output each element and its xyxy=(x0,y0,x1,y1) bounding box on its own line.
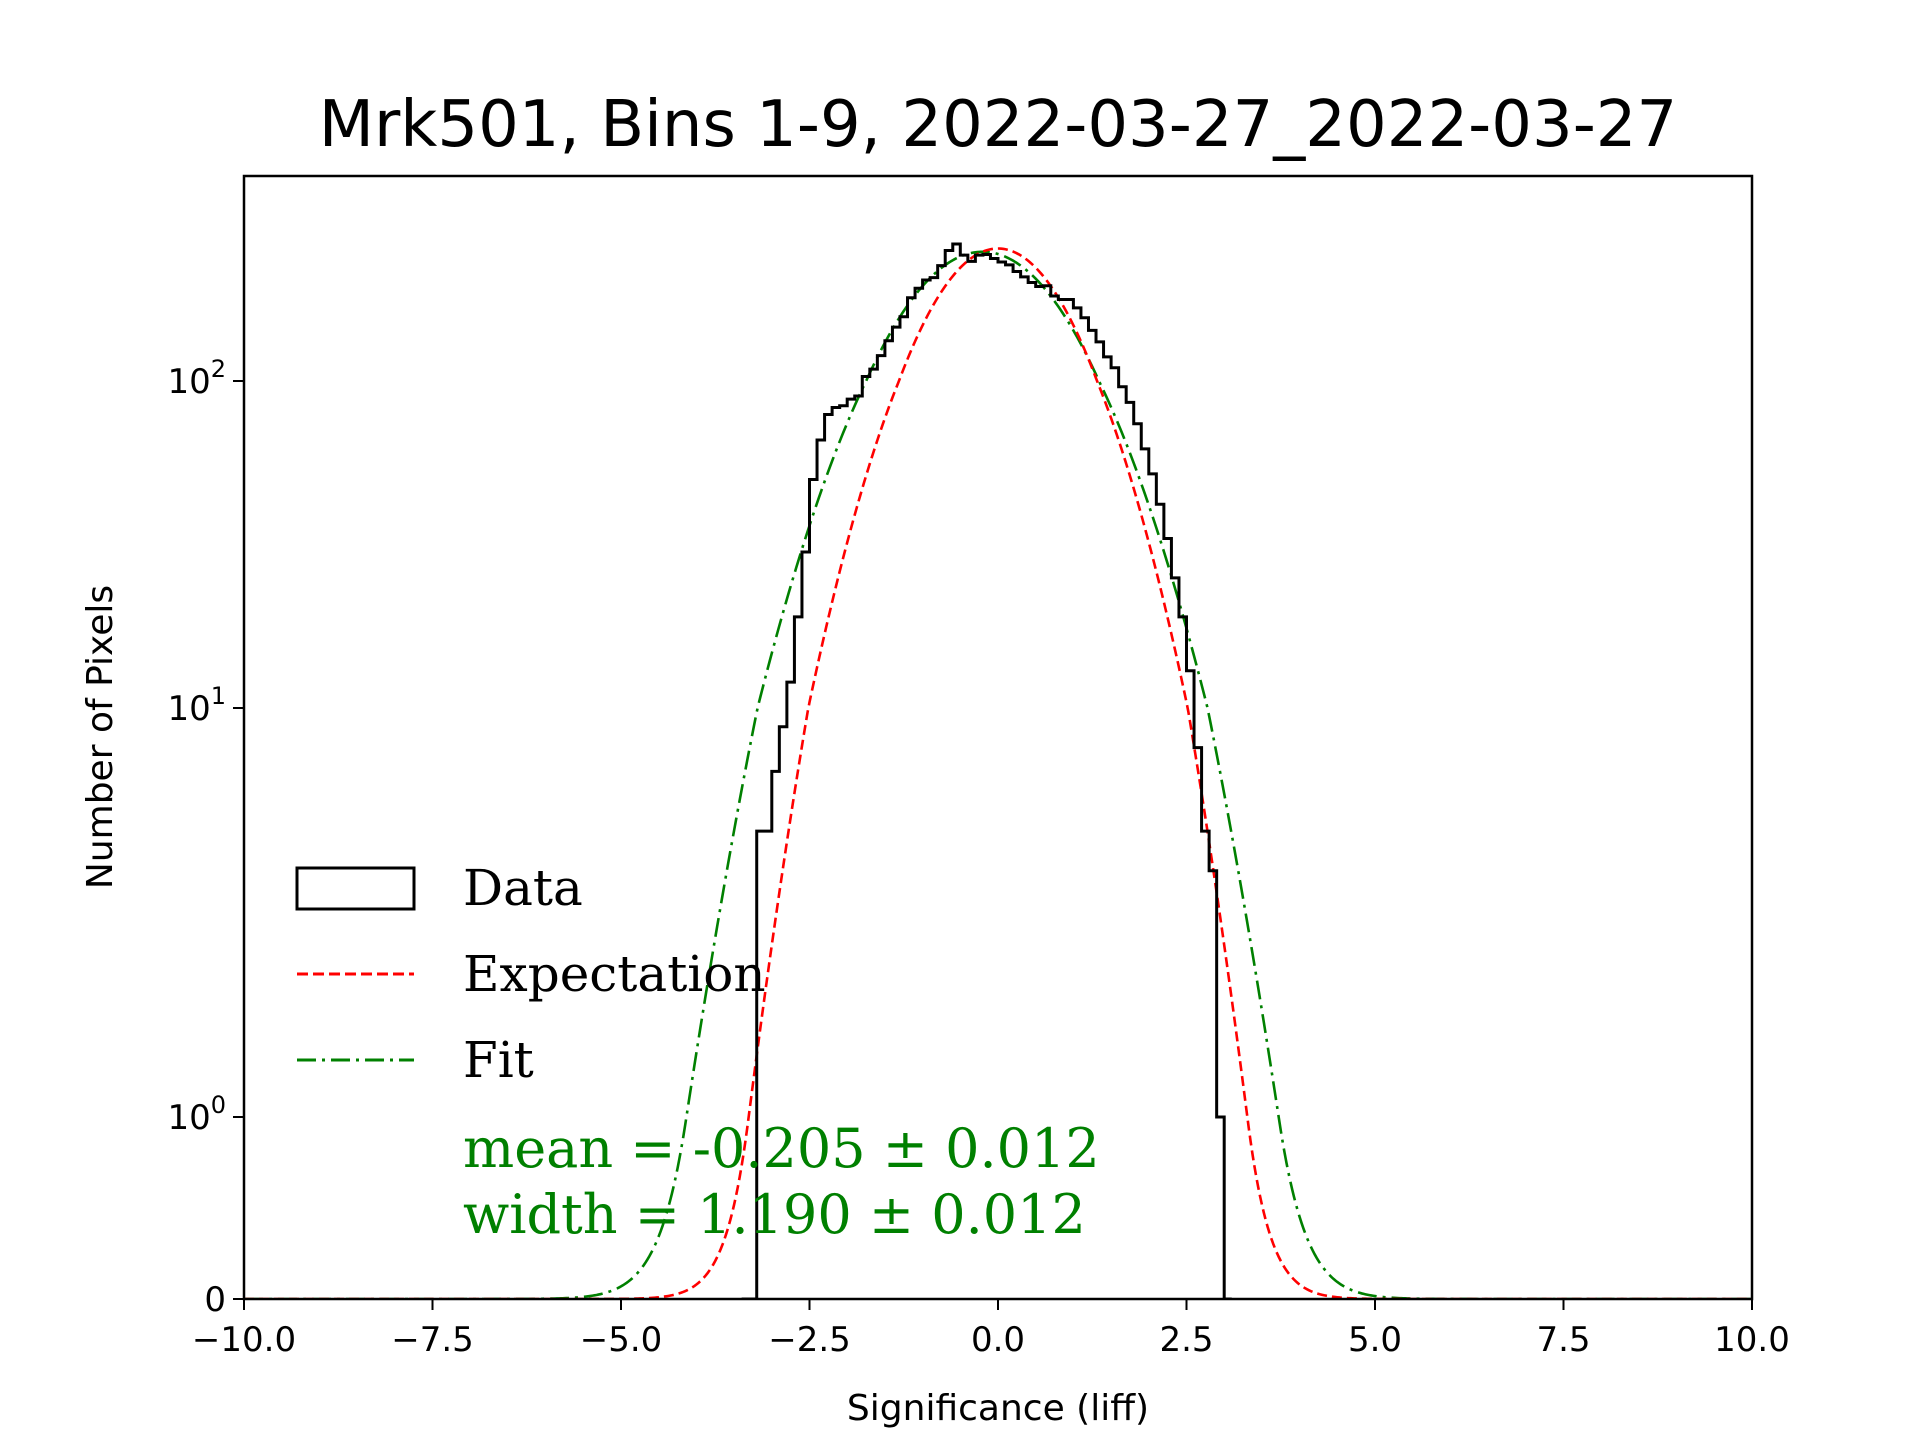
x-tick-label: −2.5 xyxy=(768,1320,851,1360)
histogram-layer xyxy=(741,242,1232,1299)
legend-label-expectation: Expectation xyxy=(463,945,766,1003)
chart-title: Mrk501, Bins 1-9, 2022-03-27_2022-03-27 xyxy=(319,88,1677,162)
x-tick-label: 10.0 xyxy=(1714,1320,1790,1360)
legend-swatch-data xyxy=(295,866,416,911)
x-tick-label: −7.5 xyxy=(391,1320,474,1360)
fit-width-annotation: width = 1.190 ± 0.012 xyxy=(463,1183,1086,1246)
data-histogram xyxy=(741,242,1232,1299)
expectation-curve xyxy=(244,247,1752,1299)
legend: Data Expectation Fit xyxy=(295,859,766,1089)
x-tick-label: −10.0 xyxy=(192,1320,296,1360)
x-tick-label: 5.0 xyxy=(1348,1320,1402,1360)
legend-label-fit: Fit xyxy=(463,1031,534,1089)
y-tick-label: 100 xyxy=(167,1091,226,1138)
x-axis-ticks: −10.0 −7.5 −5.0 −2.5 0.0 2.5 5.0 7.5 10.0 xyxy=(192,1299,1790,1360)
y-axis-ticks: 0 100 101 102 xyxy=(167,355,244,1320)
x-tick-label: 7.5 xyxy=(1536,1320,1590,1360)
x-axis-label: Significance (liff) xyxy=(847,1388,1149,1429)
x-tick-label: 2.5 xyxy=(1159,1320,1213,1360)
y-tick-label: 102 xyxy=(167,355,226,402)
y-tick-label: 0 xyxy=(204,1280,226,1320)
y-axis-label: Number of Pixels xyxy=(80,585,121,889)
legend-label-data: Data xyxy=(463,859,583,917)
fit-mean-annotation: mean = -0.205 ± 0.012 xyxy=(463,1117,1100,1180)
y-tick-label: 101 xyxy=(167,682,226,729)
x-tick-label: 0.0 xyxy=(971,1320,1025,1360)
x-tick-label: −5.0 xyxy=(580,1320,663,1360)
